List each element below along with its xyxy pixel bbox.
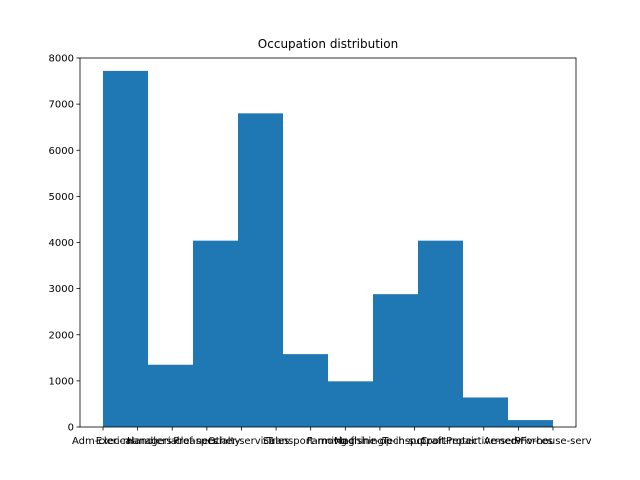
x-tick-label: Transport-moving [266, 436, 355, 447]
y-axis-ticks: 0 1000 2000 3000 4000 5000 6000 7000 8000 [49, 54, 80, 434]
x-tick-label: Prof-specialty [173, 436, 240, 447]
x-axis-ticks: Adm-clericalExec-managerialHandlers-clea… [72, 427, 592, 447]
chart-title: Occupation distribution [258, 37, 398, 51]
x-tick-label: Craft-repair [420, 436, 478, 447]
y-tick-label: 4000 [49, 238, 74, 249]
x-tick-label: Handlers-cleaners [127, 436, 218, 447]
histogram-bar [238, 113, 283, 427]
histogram-bar [373, 294, 418, 427]
x-tick-label: Protective-serv [446, 436, 521, 447]
histogram-bar [463, 397, 508, 427]
x-tick-label: Tech-support [381, 436, 446, 447]
y-tick-label: 7000 [49, 100, 74, 111]
y-tick-label: 1000 [49, 376, 74, 387]
y-tick-label: 3000 [49, 284, 74, 295]
x-tick-label: Adm-clerical [72, 436, 134, 447]
x-tick-label: Priv-house-serv [514, 436, 591, 447]
histogram-bar [148, 364, 193, 427]
y-tick-label: 6000 [49, 146, 74, 157]
histogram-bar [103, 70, 148, 427]
histogram-bar [418, 240, 463, 427]
histogram-bar [283, 354, 328, 427]
y-tick-label: 5000 [49, 192, 74, 203]
histogram-bar [508, 420, 553, 427]
x-tick-label: Machine-op-inspct [334, 436, 426, 447]
y-tick-label: 0 [68, 423, 74, 434]
x-tick-label: Sales [263, 436, 290, 447]
x-tick-label: Armed-Forces [484, 436, 553, 447]
y-tick-label: 8000 [49, 54, 74, 65]
x-tick-label: Farming-fishing [307, 436, 384, 447]
y-tick-label: 2000 [49, 330, 74, 341]
histogram-bar [193, 240, 238, 427]
bars [103, 70, 553, 427]
x-tick-label: Exec-managerial [96, 436, 180, 447]
histogram-bar [328, 381, 373, 427]
x-tick-label: Other-service [208, 436, 275, 447]
